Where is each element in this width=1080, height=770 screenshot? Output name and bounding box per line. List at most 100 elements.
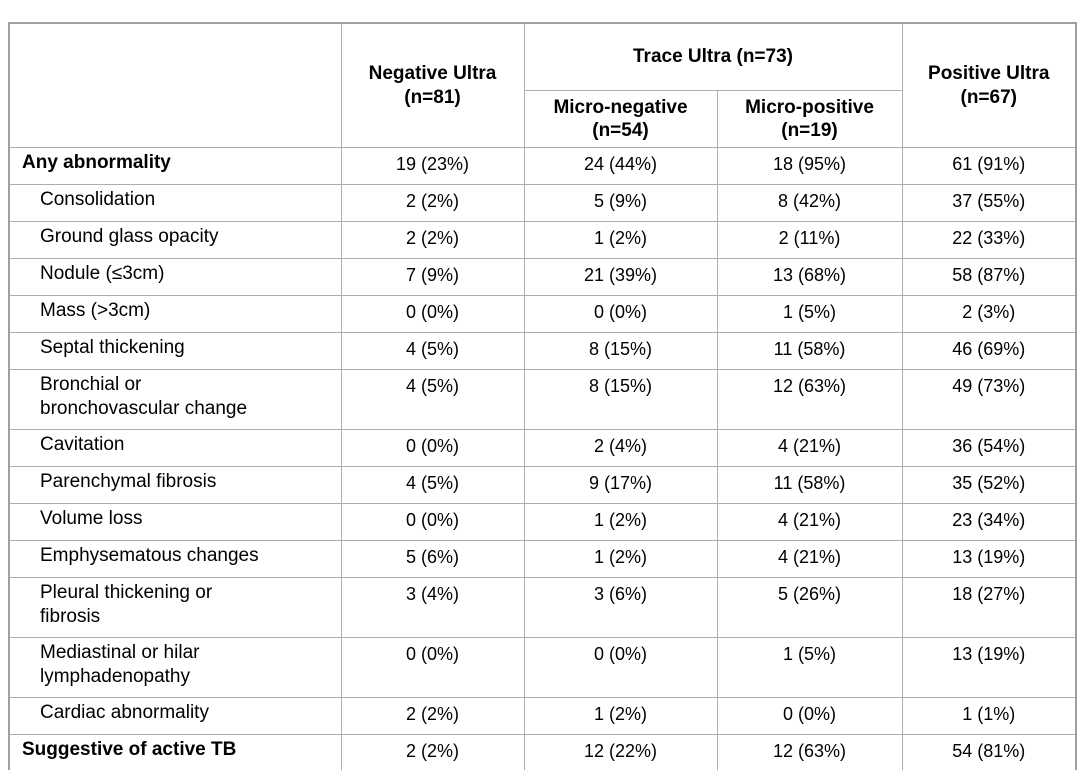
value-cell: 1 (2%) [523, 503, 718, 541]
corner-cell [8, 22, 342, 148]
value-cell: 24 (44%) [523, 147, 718, 185]
value-cell: 1 (2%) [523, 697, 718, 735]
value-cell: 4 (5%) [340, 369, 525, 430]
value-cell: 1 (2%) [523, 221, 718, 259]
value-cell: 12 (63%) [716, 369, 903, 430]
header-trace-ultra: Trace Ultra (n=73) [523, 22, 903, 91]
header-row-2: Micro-negative (n=54) Micro-positive (n=… [9, 90, 1076, 148]
value-cell: 18 (95%) [716, 147, 903, 185]
value-cell: 11 (58%) [716, 466, 903, 504]
value-cell: 4 (21%) [716, 503, 903, 541]
value-cell: 1 (5%) [716, 295, 903, 333]
header-trace-ultra-title: Trace Ultra (n=73) [633, 46, 793, 68]
value-cell: 3 (6%) [523, 577, 718, 638]
value-cell: 1 (2%) [523, 540, 718, 578]
header-negative-ultra: Negative Ultra (n=81) [340, 22, 525, 148]
ct-findings-by-ultra-table: Negative Ultra (n=81) Trace Ultra (n=73)… [8, 22, 1077, 770]
table-row: Mass (>3cm) 0 (0%) 0 (0%) 1 (5%) 2 (3%) [8, 295, 1077, 333]
header-positive-ultra: Positive Ultra (n=67) [901, 22, 1077, 148]
header-micro-positive: Micro-positive (n=19) [716, 90, 903, 148]
value-cell: 54 (81%) [901, 734, 1077, 770]
value-cell: 8 (15%) [523, 369, 718, 430]
value-cell: 11 (58%) [716, 332, 903, 370]
row-label: Ground glass opacity [8, 221, 342, 259]
value-cell: 37 (55%) [901, 184, 1077, 222]
value-cell: 13 (19%) [901, 540, 1077, 578]
header-positive-ultra-title: Positive Ultra [928, 63, 1050, 85]
value-cell: 23 (34%) [901, 503, 1077, 541]
row-label: Bronchial or bronchovascular change [8, 369, 342, 430]
value-cell: 58 (87%) [901, 258, 1077, 296]
value-cell: 8 (15%) [523, 332, 718, 370]
header-micro-positive-title: Micro-positive [745, 96, 874, 118]
value-cell: 5 (6%) [340, 540, 525, 578]
row-label: Emphysematous changes [8, 540, 342, 578]
header-row-1: Negative Ultra (n=81) Trace Ultra (n=73)… [8, 22, 1077, 148]
value-cell: 13 (68%) [716, 258, 903, 296]
value-cell: 0 (0%) [523, 637, 718, 698]
value-cell: 2 (2%) [340, 184, 525, 222]
row-label: Mass (>3cm) [8, 295, 342, 333]
value-cell: 2 (3%) [901, 295, 1077, 333]
table-row: Ground glass opacity 2 (2%) 1 (2%) 2 (11%) 2… [8, 221, 1077, 259]
table-header: Negative Ultra (n=81) Trace Ultra (n=73)… [8, 22, 1077, 148]
row-label: Consolidation [8, 184, 342, 222]
header-micro-positive-n: (n=19) [781, 120, 838, 141]
table-row: Cardiac abnormality 2 (2%) 1 (2%) 0 (0%) 1 (… [8, 697, 1077, 735]
header-negative-ultra-n: (n=81) [404, 86, 461, 108]
value-cell: 12 (63%) [716, 734, 903, 770]
row-label: Pleural thickening or fibrosis [8, 577, 342, 638]
header-positive-ultra-n: (n=67) [960, 86, 1018, 108]
row-label: Septal thickening [8, 332, 342, 370]
value-cell: 2 (2%) [340, 221, 525, 259]
row-label: Cavitation [8, 429, 342, 467]
value-cell: 46 (69%) [901, 332, 1077, 370]
value-cell: 7 (9%) [340, 258, 525, 296]
value-cell: 3 (4%) [340, 577, 525, 638]
header-negative-ultra-title: Negative Ultra [368, 63, 497, 85]
value-cell: 1 (1%) [901, 697, 1077, 735]
value-cell: 49 (73%) [901, 369, 1077, 430]
row-label: Parenchymal fibrosis [8, 466, 342, 504]
table-row: Pleural thickening or fibrosis 3 (4%) 3 (6%… [8, 577, 1077, 638]
value-cell: 4 (21%) [716, 429, 903, 467]
header-micro-negative: Micro-negative (n=54) [523, 90, 718, 148]
table-row: Emphysematous changes 5 (6%) 1 (2%) 4 (21%)… [8, 540, 1077, 578]
table-row: Bronchial or bronchovascular change 4 (5%)… [8, 369, 1077, 430]
table-row: Parenchymal fibrosis 4 (5%) 9 (17%) 11 (58%… [8, 466, 1077, 504]
row-label: Mediastinal or hilar lymphadenopathy [8, 637, 342, 698]
value-cell: 2 (2%) [340, 697, 525, 735]
row-label: Cardiac abnormality [8, 697, 342, 735]
value-cell: 2 (4%) [523, 429, 718, 467]
value-cell: 4 (5%) [340, 466, 525, 504]
value-cell: 8 (42%) [716, 184, 903, 222]
value-cell: 1 (5%) [716, 637, 903, 698]
row-label: Nodule (≤3cm) [8, 258, 342, 296]
row-label: Volume loss [8, 503, 342, 541]
header-micro-negative-n: (n=54) [592, 120, 649, 141]
table-row: Consolidation 2 (2%) 5 (9%) 8 (42%) 37 (55%) [8, 184, 1077, 222]
value-cell: 5 (26%) [716, 577, 903, 638]
value-cell: 36 (54%) [901, 429, 1077, 467]
table-row: Mediastinal or hilar lymphadenopathy 0 (0%… [8, 637, 1077, 698]
table-row: Nodule (≤3cm) 7 (9%) 21 (39%) 13 (68%) 58 (8… [8, 258, 1077, 296]
row-label: Suggestive of active TB [8, 734, 342, 770]
value-cell: 12 (22%) [523, 734, 718, 770]
table-row: Volume loss 0 (0%) 1 (2%) 4 (21%) 23 (34%) [8, 503, 1077, 541]
table-body: Any abnormality 19 (23%) 24 (44%) 18 (95%) 6… [8, 147, 1077, 770]
value-cell: 4 (21%) [716, 540, 903, 578]
table-row: Cavitation 0 (0%) 2 (4%) 4 (21%) 36 (54%) [8, 429, 1077, 467]
value-cell: 4 (5%) [340, 332, 525, 370]
value-cell: 2 (11%) [716, 221, 903, 259]
value-cell: 0 (0%) [340, 429, 525, 467]
table-row: Suggestive of active TB 2 (2%) 12 (22%) 12 … [8, 734, 1077, 770]
row-label: Any abnormality [8, 147, 342, 185]
table-row: Any abnormality 19 (23%) 24 (44%) 18 (95%) 6… [8, 147, 1077, 185]
value-cell: 9 (17%) [523, 466, 718, 504]
value-cell: 35 (52%) [901, 466, 1077, 504]
value-cell: 0 (0%) [716, 697, 903, 735]
value-cell: 61 (91%) [901, 147, 1077, 185]
value-cell: 0 (0%) [340, 503, 525, 541]
value-cell: 13 (19%) [901, 637, 1077, 698]
